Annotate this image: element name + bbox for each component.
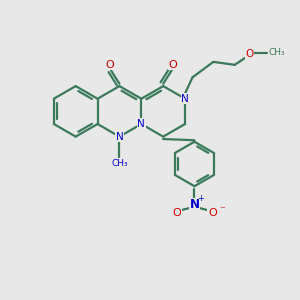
Text: CH₃: CH₃ (268, 49, 285, 58)
Text: O: O (245, 50, 254, 59)
Text: CH₃: CH₃ (111, 159, 128, 168)
Text: O: O (106, 60, 114, 70)
Text: O: O (208, 208, 217, 218)
Text: N: N (189, 198, 200, 211)
Text: ⁻: ⁻ (219, 206, 225, 216)
Text: O: O (168, 60, 177, 70)
Text: N: N (116, 132, 123, 142)
Text: O: O (172, 208, 181, 218)
Text: N: N (181, 94, 189, 104)
Text: N: N (137, 119, 145, 129)
Text: +: + (197, 194, 204, 203)
